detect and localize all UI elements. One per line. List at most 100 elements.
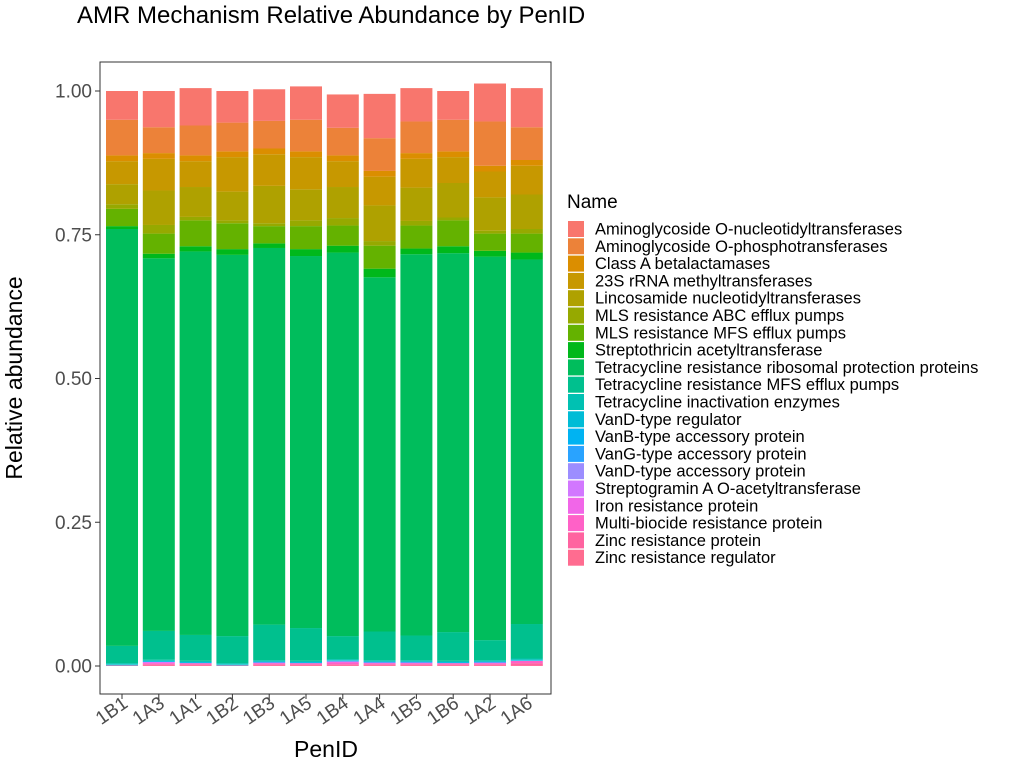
bar-segment — [474, 661, 506, 662]
bar-stack-1A1 — [179, 88, 212, 666]
bar-segment — [474, 665, 506, 666]
legend-item: MLS resistance MFS efflux pumps — [568, 324, 846, 342]
bar-segment — [290, 157, 322, 190]
legend-swatch — [568, 238, 584, 255]
legend-item: Zinc resistance protein — [568, 532, 761, 550]
bar-stack-1A5 — [290, 86, 322, 666]
bar-segment — [400, 663, 433, 665]
bars — [106, 83, 543, 666]
bar-segment — [363, 170, 396, 177]
bar-segment — [290, 256, 322, 629]
legend-label: MLS resistance ABC efflux pumps — [595, 307, 844, 325]
legend-swatch — [568, 480, 584, 497]
x-tick-label: 1B6 — [423, 693, 463, 730]
bar-segment — [106, 664, 138, 666]
chart-title: AMR Mechanism Relative Abundance by PenI… — [77, 2, 585, 29]
legend-swatch — [568, 411, 584, 428]
legend-item: VanD-type regulator — [568, 411, 742, 429]
bar-segment — [216, 223, 249, 250]
bar-segment — [179, 155, 212, 162]
bar-segment — [253, 243, 286, 248]
bar-segment — [474, 165, 506, 172]
legend-label: Aminoglycoside O-phosphotransferases — [595, 238, 888, 256]
bar-segment — [400, 158, 433, 188]
bar-segment — [142, 660, 175, 662]
legend-item: Tetracycline resistance MFS efflux pumps — [568, 376, 899, 394]
bar-segment — [106, 155, 138, 162]
bar-segment — [474, 230, 506, 234]
x-tick-label: 1B4 — [313, 693, 353, 730]
bar-segment — [290, 663, 322, 665]
x-tick-label: 1A4 — [350, 693, 390, 730]
bar-segment — [326, 660, 359, 662]
legend-item: Streptogramin A O-acetyltransferase — [568, 480, 861, 498]
bar-segment — [363, 664, 396, 666]
legend-label: Tetracycline resistance MFS efflux pumps — [595, 376, 899, 394]
bar-segment — [142, 662, 175, 664]
bar-stack-1B1 — [106, 91, 138, 666]
bar-segment — [106, 91, 138, 120]
bar-segment — [216, 664, 249, 665]
bar-segment — [290, 189, 322, 221]
legend: Name Aminoglycoside O-nucleotidyltransfe… — [567, 192, 978, 567]
legend-label: VanD-type accessory protein — [595, 463, 806, 481]
bar-segment — [474, 663, 506, 665]
bar-segment — [106, 663, 138, 665]
bar-segment — [363, 176, 396, 206]
x-tick-label: 1B3 — [239, 693, 279, 730]
bar-segment — [253, 148, 286, 155]
legend-item: Tetracycline inactivation enzymes — [568, 394, 840, 412]
bar-segment — [179, 664, 212, 666]
legend-item: Aminoglycoside O-nucleotidyltransferases — [568, 221, 902, 239]
bar-segment — [142, 127, 175, 154]
bar-segment — [510, 665, 543, 666]
bar-segment — [216, 663, 249, 665]
bar-segment — [179, 125, 212, 156]
bar-segment — [437, 664, 470, 666]
bar-segment — [290, 660, 322, 662]
bar-segment — [216, 664, 249, 666]
bar-segment — [142, 661, 175, 663]
legend-label: Zinc resistance regulator — [595, 549, 776, 567]
bar-segment — [437, 662, 470, 664]
bar-segment — [253, 120, 286, 149]
bar-segment — [400, 254, 433, 636]
bar-segment — [142, 158, 175, 191]
bar-segment — [142, 665, 175, 666]
bar-stack-1A4 — [363, 93, 396, 666]
bar-segment — [363, 660, 396, 662]
bar-segment — [290, 151, 322, 158]
legend-label: Tetracycline resistance ribosomal protec… — [595, 359, 978, 377]
bar-segment — [363, 663, 396, 665]
bar-segment — [363, 268, 396, 278]
bar-segment — [106, 208, 138, 227]
bar-segment — [106, 665, 138, 666]
bar-segment — [253, 89, 286, 121]
legend-swatch — [568, 307, 584, 324]
legend-item: Zinc resistance regulator — [568, 549, 776, 567]
bar-segment — [253, 661, 286, 663]
bar-segment — [290, 226, 322, 250]
bar-segment — [179, 661, 212, 663]
legend-label: Streptothricin acetyltransferase — [595, 342, 822, 360]
bar-segment — [326, 245, 359, 253]
bar-segment — [437, 151, 470, 158]
legend-items: Aminoglycoside O-nucleotidyltransferases… — [568, 221, 978, 567]
bar-segment — [106, 229, 138, 646]
x-axis-title: PenID — [294, 736, 358, 762]
bar-segment — [400, 664, 433, 666]
bar-segment — [290, 664, 322, 666]
bar-stack-1B6 — [437, 91, 470, 666]
legend-title: Name — [567, 192, 618, 213]
bar-segment — [363, 241, 396, 246]
bar-segment — [216, 122, 249, 152]
y-tick-label: 0.75 — [55, 225, 92, 246]
bar-segment — [510, 194, 543, 229]
bar-segment — [216, 665, 249, 666]
x-tick-label: 1A3 — [129, 693, 169, 730]
bar-segment — [510, 127, 543, 160]
bar-segment — [179, 246, 212, 252]
x-tick-label: 1A1 — [166, 693, 206, 730]
bar-segment — [510, 659, 543, 661]
